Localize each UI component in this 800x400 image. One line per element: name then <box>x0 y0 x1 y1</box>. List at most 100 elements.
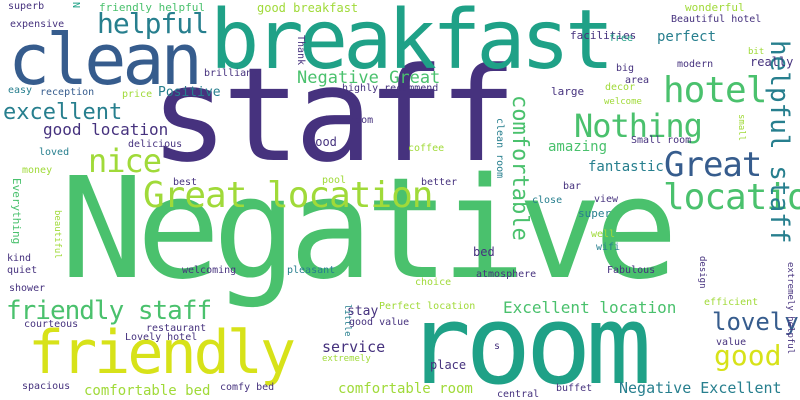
word-excellent: excellent <box>3 100 123 125</box>
word-buffet: buffet <box>556 383 593 394</box>
word-really: really <box>750 55 794 69</box>
word-extremely: extremely <box>322 354 371 364</box>
word-wonderful: wonderful <box>685 1 745 14</box>
word-negative-great: Negative Great <box>297 68 441 88</box>
word-loved: loved <box>39 147 70 158</box>
word-lovely: lovely <box>712 308 799 336</box>
word-restaurant: restaurant <box>146 323 207 334</box>
word-fabulous: Fabulous <box>607 265 656 276</box>
word-helpful: helpful <box>97 7 209 40</box>
word-negative-excellent: Negative Excellent <box>619 379 782 397</box>
word-spacious: spacious <box>22 381 71 392</box>
word-design: design <box>697 256 707 289</box>
word-quiet: quiet <box>7 265 38 276</box>
word-staff: staff <box>150 39 517 191</box>
word-facilities: facilities <box>570 29 637 42</box>
word-big: big <box>616 63 635 74</box>
word-choice: choice <box>415 277 452 288</box>
word-bit: bit <box>748 47 765 57</box>
word-brilliant: brilliant <box>204 68 259 79</box>
word-efficient: efficient <box>704 297 759 308</box>
word-s: s <box>494 341 501 352</box>
word-breakfast: breakfast <box>210 0 614 88</box>
word-money: money <box>22 165 53 176</box>
word-best: best <box>173 177 198 188</box>
word-everything: Everything <box>10 178 23 245</box>
word-place: place <box>430 358 467 372</box>
word-good-breakfast: good breakfast <box>257 1 359 15</box>
word-central: central <box>497 389 540 400</box>
word-better: better <box>421 177 458 188</box>
word-friendly: friendly <box>28 318 296 388</box>
word-helpful-staff: helpful staff <box>764 40 794 244</box>
word-comfy-bed: comfy bed <box>220 382 275 393</box>
word-comfortable-bed: comfortable bed <box>84 383 211 399</box>
word-thank: Thank <box>295 35 306 66</box>
word-superb: superb <box>8 1 45 12</box>
word-friendly-staff: friendly staff <box>6 296 212 326</box>
word-good-location: good location <box>43 120 169 139</box>
word-courteous: courteous <box>24 319 79 330</box>
word-food: food <box>308 135 337 149</box>
word-little: little <box>342 304 352 337</box>
word-perfect: perfect <box>657 29 717 45</box>
word-great: Great <box>664 145 762 185</box>
word-free: free <box>609 33 634 44</box>
word-close: close <box>532 195 563 206</box>
word-room: room <box>405 281 652 400</box>
word-area: area <box>625 75 650 86</box>
word-great-location: Great location <box>143 175 433 216</box>
word-clean: clean <box>8 19 203 101</box>
word-delicious: delicious <box>128 139 183 150</box>
word-reception: reception <box>40 87 95 98</box>
word-service: service <box>322 338 386 356</box>
word-pleasant: pleasant <box>287 265 336 276</box>
word-modern: modern <box>677 59 714 70</box>
word-coffee: coffee <box>408 143 445 154</box>
word-bathroom: bathroom <box>325 115 374 126</box>
word-comfortable: comfortable <box>507 95 532 241</box>
word-value: value <box>716 337 747 348</box>
word-good-value: good value <box>349 317 410 328</box>
word-clean-room: clean room <box>494 118 505 179</box>
word-welcome: welcome <box>604 97 642 107</box>
word-stay: stay <box>347 304 379 319</box>
word-super: super <box>578 207 612 220</box>
word-negative: Negative <box>60 148 678 311</box>
word-shower: shower <box>9 283 46 294</box>
word-fantastic: fantastic <box>588 159 664 175</box>
word-easy: easy <box>8 85 33 96</box>
word-decor: decor <box>605 82 636 93</box>
word-amazing: amazing <box>548 139 608 155</box>
word-nothing: Nothing <box>574 107 703 145</box>
word-comfortable-room: comfortable room <box>338 381 473 397</box>
word-atmosphere: atmosphere <box>476 269 537 280</box>
word-price: price <box>122 89 153 100</box>
word-pool: pool <box>322 175 347 186</box>
word-positive: Positive <box>158 85 221 100</box>
word-small-room: Small room <box>631 135 692 146</box>
word-bar: bar <box>563 181 582 192</box>
word-well: well <box>591 229 616 240</box>
word-friendly-helpful: friendly helpful <box>99 1 205 14</box>
word-good: good <box>714 339 782 372</box>
word-small: small <box>736 114 746 142</box>
word-hotel: hotel <box>663 70 767 111</box>
word-nice: nice <box>88 142 162 180</box>
word-extremely-helpful: extremely helpful <box>785 262 795 355</box>
word-beautiful: beautiful <box>52 210 62 259</box>
word-expensive: expensive <box>10 19 65 30</box>
word-kind: kind <box>7 253 32 264</box>
word-large: large <box>551 85 585 98</box>
word-highly-recommend: highly recommend <box>342 83 439 94</box>
word-welcoming: welcoming <box>182 265 237 276</box>
word-beautiful-hotel: Beautiful hotel <box>671 14 762 25</box>
word-view: view <box>594 194 619 205</box>
word-lovely-hotel: Lovely hotel <box>125 332 198 343</box>
word-excellent-location: Excellent location <box>503 298 677 317</box>
word-location: location <box>663 177 800 218</box>
word-perfect-location: Perfect location <box>379 301 476 312</box>
word-n: N <box>70 2 81 9</box>
word-bed: bed <box>473 245 495 259</box>
